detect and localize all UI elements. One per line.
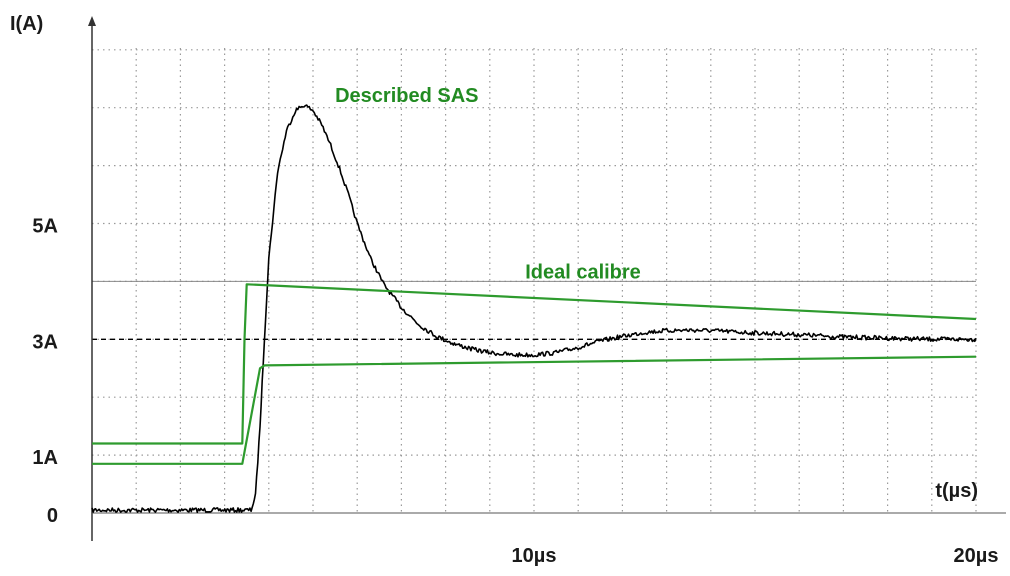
x-tick-label: 10µs — [512, 545, 557, 567]
annotations: Described SAS Ideal calibre — [335, 85, 641, 284]
reference-lines — [92, 280, 976, 340]
x-axis-label: t(µs) — [935, 480, 978, 502]
y-axis-arrow — [88, 16, 96, 26]
y-axis-label: I(A) — [10, 13, 43, 35]
y-tick-label: 1A — [32, 447, 58, 469]
annotation-label: Described SAS — [335, 85, 478, 107]
y-tick-label: 0 — [47, 505, 58, 527]
series-line-2 — [92, 283, 977, 445]
annotation-label: Ideal calibre — [525, 262, 641, 284]
chart-grid — [92, 48, 977, 513]
y-tick-label: 5A — [32, 216, 58, 238]
x-tick-label: 20µs — [954, 545, 999, 567]
chart-series — [91, 104, 977, 514]
tick-labels: 0 1A 3A 5A 10µs 20µs — [32, 216, 998, 568]
series-line-3 — [92, 355, 977, 465]
y-tick-label: 3A — [32, 331, 58, 353]
chart-axes — [88, 16, 1006, 541]
series-line-1 — [91, 104, 977, 514]
